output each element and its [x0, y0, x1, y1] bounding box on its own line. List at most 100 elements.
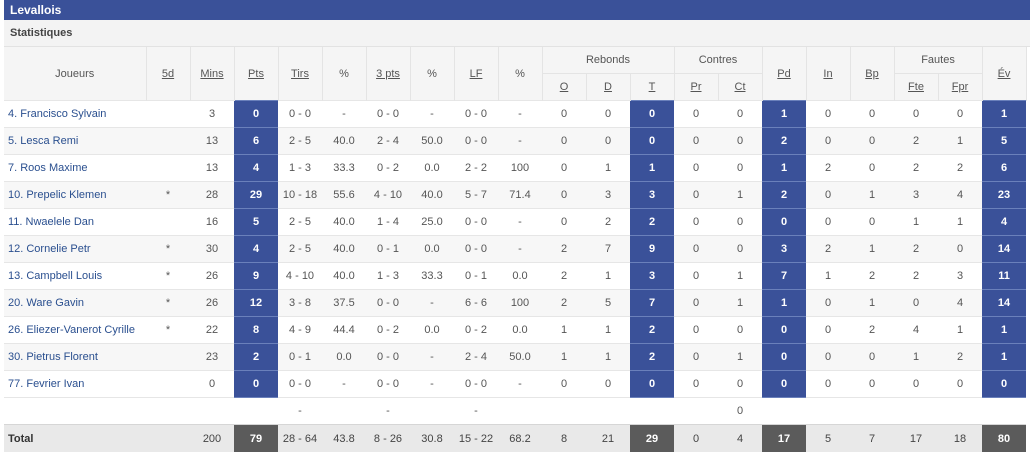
cell-three: 2 - 4 [366, 127, 410, 155]
group-rebonds: Rebonds [542, 47, 675, 74]
cell-pct3: - [498, 235, 542, 263]
player-name-link[interactable]: 11. Nwaelele Dan [4, 208, 146, 236]
cell-pct2: - [410, 343, 454, 371]
col-in[interactable]: In [806, 47, 851, 101]
col-pct-lf: % [498, 47, 543, 101]
col-con-ct[interactable]: Ct [718, 73, 763, 101]
cell-pd: 0 [762, 343, 806, 371]
cell-ct: 0 [718, 370, 762, 398]
col-mins[interactable]: Mins [190, 47, 235, 101]
cell-pr: 0 [674, 235, 718, 263]
cell-t: 3 [630, 181, 674, 209]
total-row: Total 200 79 28 - 64 43.8 8 - 26 30.8 15 - 22 68… [4, 424, 1033, 452]
cell-bp: 1 [850, 181, 894, 209]
team-cell-pr [674, 397, 718, 425]
col-con-pr[interactable]: Pr [674, 73, 719, 101]
player-name-link[interactable]: 10. Prepelic Klemen [4, 181, 146, 209]
cell-fpr: 1 [938, 316, 983, 344]
cell-lf: 0 - 0 [454, 208, 498, 236]
cell-mins: 16 [190, 208, 234, 236]
cell-pct3: 0.0 [498, 316, 542, 344]
cell-pr: 0 [674, 100, 718, 128]
total-cell-lf: 15 - 22 [454, 424, 498, 452]
total-cell-in: 5 [806, 424, 850, 452]
col-tirs[interactable]: Tirs [278, 47, 323, 101]
col-pd[interactable]: Pd [762, 47, 807, 101]
table-row: 26. Eliezer-Vanerot Cyrille * 22 8 4 - 9 44.4… [4, 316, 1033, 344]
cell-bp: 0 [850, 208, 894, 236]
cell-pct1: 55.6 [322, 181, 366, 209]
col-ev[interactable]: Év [982, 47, 1027, 101]
col-f-fte[interactable]: Fte [894, 73, 939, 101]
cell-o: 2 [542, 262, 586, 290]
cell-fpr: 0 [938, 100, 983, 128]
player-name-link[interactable]: 26. Eliezer-Vanerot Cyrille [4, 316, 146, 344]
cell-pct2: 33.3 [410, 262, 454, 290]
cell-tirs: 3 - 8 [278, 289, 322, 317]
col-reb-d[interactable]: D [586, 73, 631, 101]
cell-t: 2 [630, 316, 674, 344]
cell-fpr: 4 [938, 181, 983, 209]
player-name-link[interactable]: 77. Fevrier Ivan [4, 370, 146, 398]
cell-star: * [146, 262, 190, 290]
cell-lf: 5 - 7 [454, 181, 498, 209]
cell-pr: 0 [674, 289, 718, 317]
cell-ev: 23 [982, 181, 1027, 209]
player-name-link[interactable]: 7. Roos Maxime [4, 154, 146, 182]
col-bp[interactable]: Bp [850, 47, 895, 101]
cell-fte: 4 [894, 316, 938, 344]
col-reb-t[interactable]: T [630, 73, 675, 101]
team-cell-ev [982, 397, 1027, 425]
cell-fte: 0 [894, 100, 938, 128]
cell-in: 1 [806, 262, 850, 290]
cell-three: 0 - 1 [366, 235, 410, 263]
total-cell-star [146, 424, 190, 452]
cell-fte: 2 [894, 262, 938, 290]
cell-star [146, 370, 190, 398]
cell-three: 4 - 10 [366, 181, 410, 209]
player-name-link[interactable]: 20. Ware Gavin [4, 289, 146, 317]
team-cell-fpr [938, 397, 983, 425]
col-f-fpr[interactable]: Fpr [938, 73, 983, 101]
team-cell-ct: 0 [718, 397, 762, 425]
cell-ct: 1 [718, 181, 762, 209]
cell-in: 0 [806, 181, 850, 209]
cell-pts: 12 [234, 289, 278, 317]
cell-pd: 0 [762, 370, 806, 398]
cell-mins: 0 [190, 370, 234, 398]
cell-fte: 3 [894, 181, 938, 209]
player-name-link[interactable]: 12. Cornelie Petr [4, 235, 146, 263]
cell-three: 0 - 2 [366, 316, 410, 344]
team-cell-lf: - [454, 397, 498, 425]
cell-ct: 0 [718, 154, 762, 182]
player-name-link[interactable]: 4. Francisco Sylvain [4, 100, 146, 128]
player-name-link[interactable]: 5. Lesca Remi [4, 127, 146, 155]
team-cell-tirs: - [278, 397, 322, 425]
cell-star [146, 127, 190, 155]
cell-mins: 23 [190, 343, 234, 371]
cell-ev: 4 [982, 208, 1027, 236]
total-cell-mins: 200 [190, 424, 234, 452]
col-three[interactable]: 3 pts [366, 47, 411, 101]
cell-tirs: 10 - 18 [278, 181, 322, 209]
cell-pd: 1 [762, 154, 806, 182]
table-row: 11. Nwaelele Dan 16 5 2 - 5 40.0 1 - 4 25.0 0 -… [4, 208, 1033, 236]
cell-mins: 26 [190, 289, 234, 317]
col-pts[interactable]: Pts [234, 47, 279, 101]
cell-fte: 0 [894, 370, 938, 398]
cell-o: 0 [542, 154, 586, 182]
cell-three: 0 - 2 [366, 154, 410, 182]
cell-pct2: 50.0 [410, 127, 454, 155]
cell-ct: 0 [718, 208, 762, 236]
player-name-link[interactable]: 30. Pietrus Florent [4, 343, 146, 371]
cell-three: 0 - 0 [366, 289, 410, 317]
col-five[interactable]: 5d [146, 47, 191, 101]
cell-bp: 1 [850, 235, 894, 263]
cell-fpr: 2 [938, 343, 983, 371]
col-lf[interactable]: LF [454, 47, 499, 101]
col-reb-o[interactable]: O [542, 73, 587, 101]
player-name-link[interactable]: 13. Campbell Louis [4, 262, 146, 290]
cell-mins: 22 [190, 316, 234, 344]
total-cell-bp: 7 [850, 424, 894, 452]
